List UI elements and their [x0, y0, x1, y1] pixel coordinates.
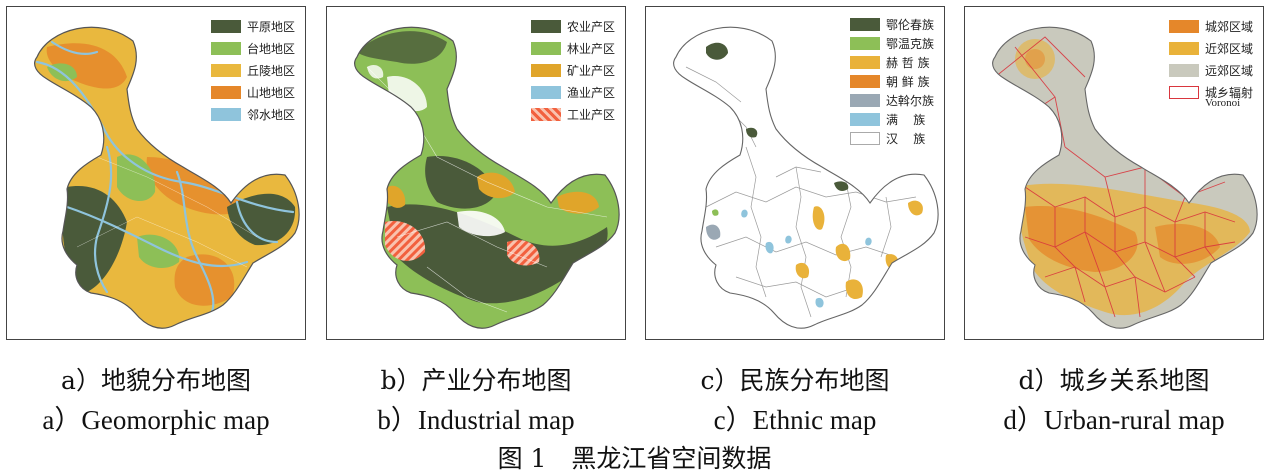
legend-c: 鄂伦春族 鄂温克族 赫 哲 族 朝 鲜 族 达斡尔族 满 族 汉 族 [847, 13, 936, 150]
swatch-han [849, 132, 880, 145]
caption-en-a: a）Geomorphic map [42, 405, 270, 435]
legend-label: 平原地区 [246, 19, 295, 34]
swatch-near-suburb [1168, 41, 1199, 55]
legend-item: 汉 族 [849, 129, 934, 148]
swatch-hills [210, 63, 241, 77]
swatch-agriculture [530, 19, 561, 33]
legend-note: Voronoi [1204, 97, 1241, 109]
legend-label: 山地地区 [246, 85, 295, 100]
legend-item: 平原地区 [210, 15, 295, 37]
legend-label: 渔业产区 [566, 85, 615, 100]
legend-label: 赫 哲 族 [885, 56, 930, 70]
swatch-manchu [849, 113, 880, 126]
caption-en-d: d）Urban-rural map [1003, 405, 1225, 435]
industrial-map-panel: 农业产区 林业产区 矿业产区 渔业产区 工业产区 [326, 6, 626, 340]
legend-item: 山地地区 [210, 81, 295, 103]
caption-cn-b: b）产业分布地图 [380, 366, 572, 395]
swatch-industry [530, 107, 561, 121]
legend-a: 平原地区 台地地区 丘陵地区 山地地区 邻水地区 [208, 13, 297, 127]
legend-item: 朝 鲜 族 [849, 72, 934, 91]
swatch-plain [210, 19, 241, 33]
legend-b: 农业产区 林业产区 矿业产区 渔业产区 工业产区 [528, 13, 617, 127]
geomorphic-map [34, 26, 300, 329]
legend-item: 农业产区 [530, 15, 615, 37]
legend-label: 工业产区 [566, 107, 615, 122]
ethnic-map [673, 26, 939, 329]
legend-label: 达斡尔族 [885, 94, 934, 108]
legend-label: 台地地区 [246, 41, 295, 56]
swatch-far-suburb [1168, 63, 1199, 77]
swatch-ewenki [849, 37, 880, 50]
legend-item: 城乡辐射 [1168, 81, 1253, 103]
legend-item: 渔业产区 [530, 81, 615, 103]
legend-label: 矿业产区 [566, 63, 615, 78]
legend-item: 鄂温克族 [849, 34, 934, 53]
ethnic-map-panel: 鄂伦春族 鄂温克族 赫 哲 族 朝 鲜 族 达斡尔族 满 族 汉 族 [645, 6, 945, 340]
legend-item: 邻水地区 [210, 103, 295, 125]
caption-en-c: c）Ethnic map [713, 405, 877, 435]
legend-label: 鄂伦春族 [885, 18, 934, 32]
legend-item: 矿业产区 [530, 59, 615, 81]
legend-label: 城郊区域 [1204, 19, 1253, 34]
legend-item: 远郊区域 [1168, 59, 1253, 81]
swatch-tableland [210, 41, 241, 55]
legend-item: 鄂伦春族 [849, 15, 934, 34]
caption-cn-c: c）民族分布地图 [700, 366, 890, 395]
legend-label: 林业产区 [566, 41, 615, 56]
urban-rural-map-panel: 城郊区域 近郊区域 远郊区域 城乡辐射 Voronoi [964, 6, 1264, 340]
legend-label: 城乡辐射 [1204, 85, 1253, 100]
legend-label: 汉 族 [885, 132, 926, 146]
legend-d: 城郊区域 近郊区域 远郊区域 城乡辐射 Voronoi [1166, 13, 1255, 111]
legend-label: 邻水地区 [246, 107, 295, 122]
swatch-forestry [530, 41, 561, 55]
swatch-urban-suburb [1168, 19, 1199, 33]
legend-item: 林业产区 [530, 37, 615, 59]
caption-cn-d: d）城乡关系地图 [1018, 366, 1210, 395]
legend-label: 远郊区域 [1204, 63, 1253, 78]
caption-en-b: b）Industrial map [377, 405, 575, 435]
swatch-oroqen [849, 18, 880, 31]
legend-item: 工业产区 [530, 103, 615, 125]
swatch-fishery [530, 85, 561, 99]
legend-item: 满 族 [849, 110, 934, 129]
swatch-voronoi [1168, 85, 1199, 99]
legend-label: 满 族 [885, 113, 926, 127]
legend-item: 近郊区域 [1168, 37, 1253, 59]
swatch-waterside [210, 107, 241, 121]
legend-item: 台地地区 [210, 37, 295, 59]
swatch-mining [530, 63, 561, 77]
geomorphic-map-panel: 平原地区 台地地区 丘陵地区 山地地区 邻水地区 [6, 6, 306, 340]
legend-label: 农业产区 [566, 19, 615, 34]
legend-label: 近郊区域 [1204, 41, 1253, 56]
swatch-hezhe [849, 56, 880, 69]
industrial-map [354, 26, 620, 329]
legend-item: 城郊区域 [1168, 15, 1253, 37]
urban-rural-map [992, 26, 1258, 329]
legend-label: 朝 鲜 族 [885, 75, 930, 89]
legend-item: 赫 哲 族 [849, 53, 934, 72]
legend-label: 丘陵地区 [246, 63, 295, 78]
legend-item: 达斡尔族 [849, 91, 934, 110]
swatch-korean [849, 75, 880, 88]
figure-title: 图 1 黑龙江省空间数据 [497, 444, 772, 473]
caption-cn-a: a）地貌分布地图 [61, 366, 251, 395]
swatch-mountain [210, 85, 241, 99]
swatch-daur [849, 94, 880, 107]
legend-label: 鄂温克族 [885, 37, 934, 51]
legend-item: 丘陵地区 [210, 59, 295, 81]
